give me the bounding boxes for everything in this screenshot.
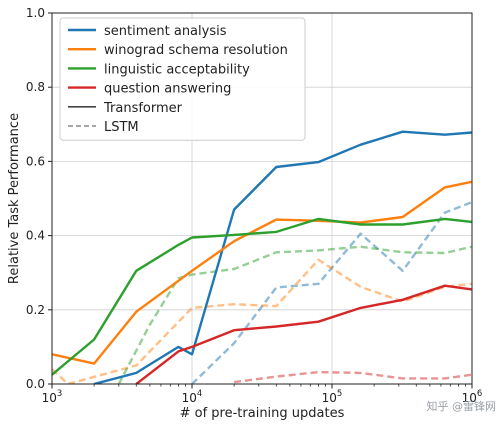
y-tick-label: 0.0 bbox=[26, 377, 45, 391]
winograd-schema-resolution-lstm-line bbox=[52, 258, 472, 384]
question-answering-lstm-line bbox=[233, 370, 472, 384]
y-tick-label: 0.4 bbox=[26, 229, 45, 243]
series-layer bbox=[52, 130, 472, 384]
legend-box bbox=[59, 17, 306, 141]
legend-label: sentiment analysis bbox=[104, 24, 227, 39]
question-answering-transformer-line bbox=[135, 284, 472, 384]
legend-label: question answering bbox=[104, 82, 231, 97]
sentiment-analysis-lstm-line bbox=[191, 201, 472, 384]
plot-frame bbox=[51, 12, 473, 385]
legend-label: linguistic acceptability bbox=[104, 62, 250, 77]
x-tick-label: 104 bbox=[182, 389, 203, 405]
sentiment-analysis-transformer-line bbox=[93, 130, 472, 384]
x-tick-label: 105 bbox=[322, 389, 343, 405]
y-tick-label: 0.2 bbox=[26, 303, 45, 317]
legend-label: winograd schema resolution bbox=[104, 43, 288, 58]
y-tick-label: 0.6 bbox=[26, 154, 45, 168]
y-axis-label: Relative Task Performance bbox=[7, 113, 22, 284]
watermark: 知乎 @雷锋网 bbox=[427, 399, 497, 413]
x-tick-label: 103 bbox=[42, 389, 63, 405]
x-axis: 103 104 105 106 bbox=[42, 384, 483, 405]
x-tick-label: 106 bbox=[462, 389, 483, 405]
linguistic-acceptability-transformer-line bbox=[52, 217, 472, 376]
y-tick-label: 1.0 bbox=[26, 6, 45, 20]
linguistic-acceptability-lstm-line bbox=[117, 245, 472, 384]
winograd-schema-resolution-transformer-line bbox=[52, 180, 472, 365]
x-axis-label: # of pre-training updates bbox=[180, 406, 345, 421]
legend: sentiment analysis winograd schema resolu… bbox=[59, 17, 306, 141]
legend-label: Transformer bbox=[103, 101, 183, 116]
legend-label: LSTM bbox=[104, 120, 139, 135]
y-tick-label: 0.8 bbox=[26, 80, 45, 94]
y-axis: 0.0 0.2 0.4 0.6 0.8 1.0 bbox=[26, 6, 52, 391]
